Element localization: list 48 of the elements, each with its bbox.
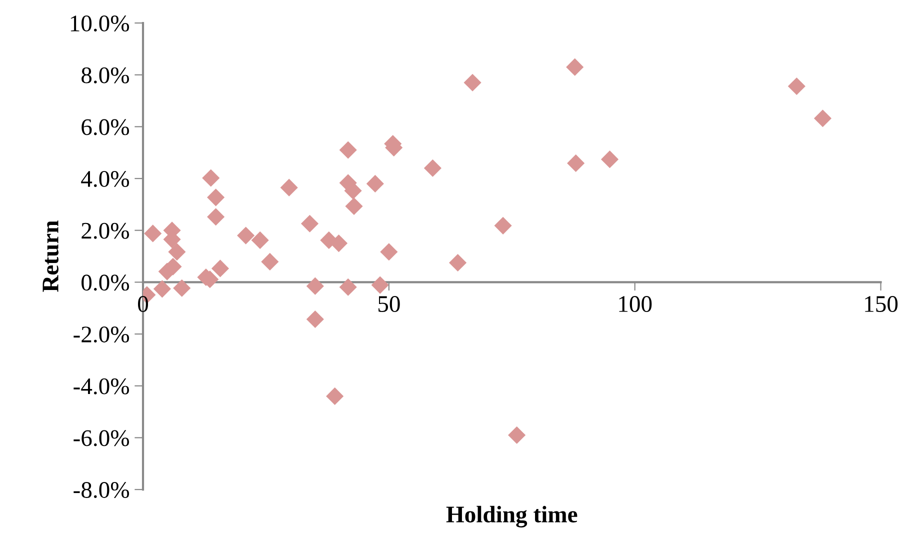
y-tick-label: -6.0% <box>74 430 130 446</box>
y-tick-label: -8.0% <box>74 482 130 498</box>
y-axis-title: Return <box>42 220 59 292</box>
y-tick-label: 0.0% <box>82 274 130 291</box>
y-tick-label: 4.0% <box>81 171 130 188</box>
point <box>339 278 357 296</box>
point <box>211 260 230 278</box>
y-tick-label: 8.0% <box>82 67 130 84</box>
x-axis-title: Holding time <box>446 506 578 528</box>
point <box>306 277 324 295</box>
point <box>449 254 467 272</box>
x-tick-label: 0 <box>138 296 148 312</box>
point <box>261 252 279 270</box>
point <box>144 224 162 242</box>
point <box>280 178 298 196</box>
y-tick-label: 6.0% <box>82 119 130 136</box>
point <box>494 216 512 234</box>
point <box>173 279 191 297</box>
point <box>306 310 324 328</box>
x-tick-label: 150 <box>865 296 898 312</box>
point <box>600 150 619 168</box>
point <box>207 208 225 226</box>
point <box>202 169 220 187</box>
point <box>153 280 171 298</box>
point <box>345 197 363 216</box>
point <box>371 276 389 294</box>
point <box>366 174 384 192</box>
point <box>168 243 186 261</box>
point <box>814 110 832 128</box>
point <box>251 231 269 249</box>
y-tick-label: -4.0% <box>74 378 130 394</box>
point <box>464 74 482 92</box>
point <box>300 214 319 232</box>
y-tick-label: 10.0% <box>70 15 130 32</box>
point <box>380 243 398 261</box>
point <box>424 159 442 177</box>
point <box>567 154 585 172</box>
x-tick-label: 50 <box>378 296 400 312</box>
y-tick-label: 2.0% <box>82 222 130 239</box>
point <box>326 387 344 406</box>
y-tick-label: -2.0% <box>74 326 130 343</box>
point <box>788 77 806 96</box>
point <box>339 141 357 159</box>
point <box>508 426 526 444</box>
point <box>237 226 255 244</box>
point <box>566 58 584 76</box>
x-tick-label: 100 <box>619 296 652 312</box>
point <box>207 188 225 206</box>
